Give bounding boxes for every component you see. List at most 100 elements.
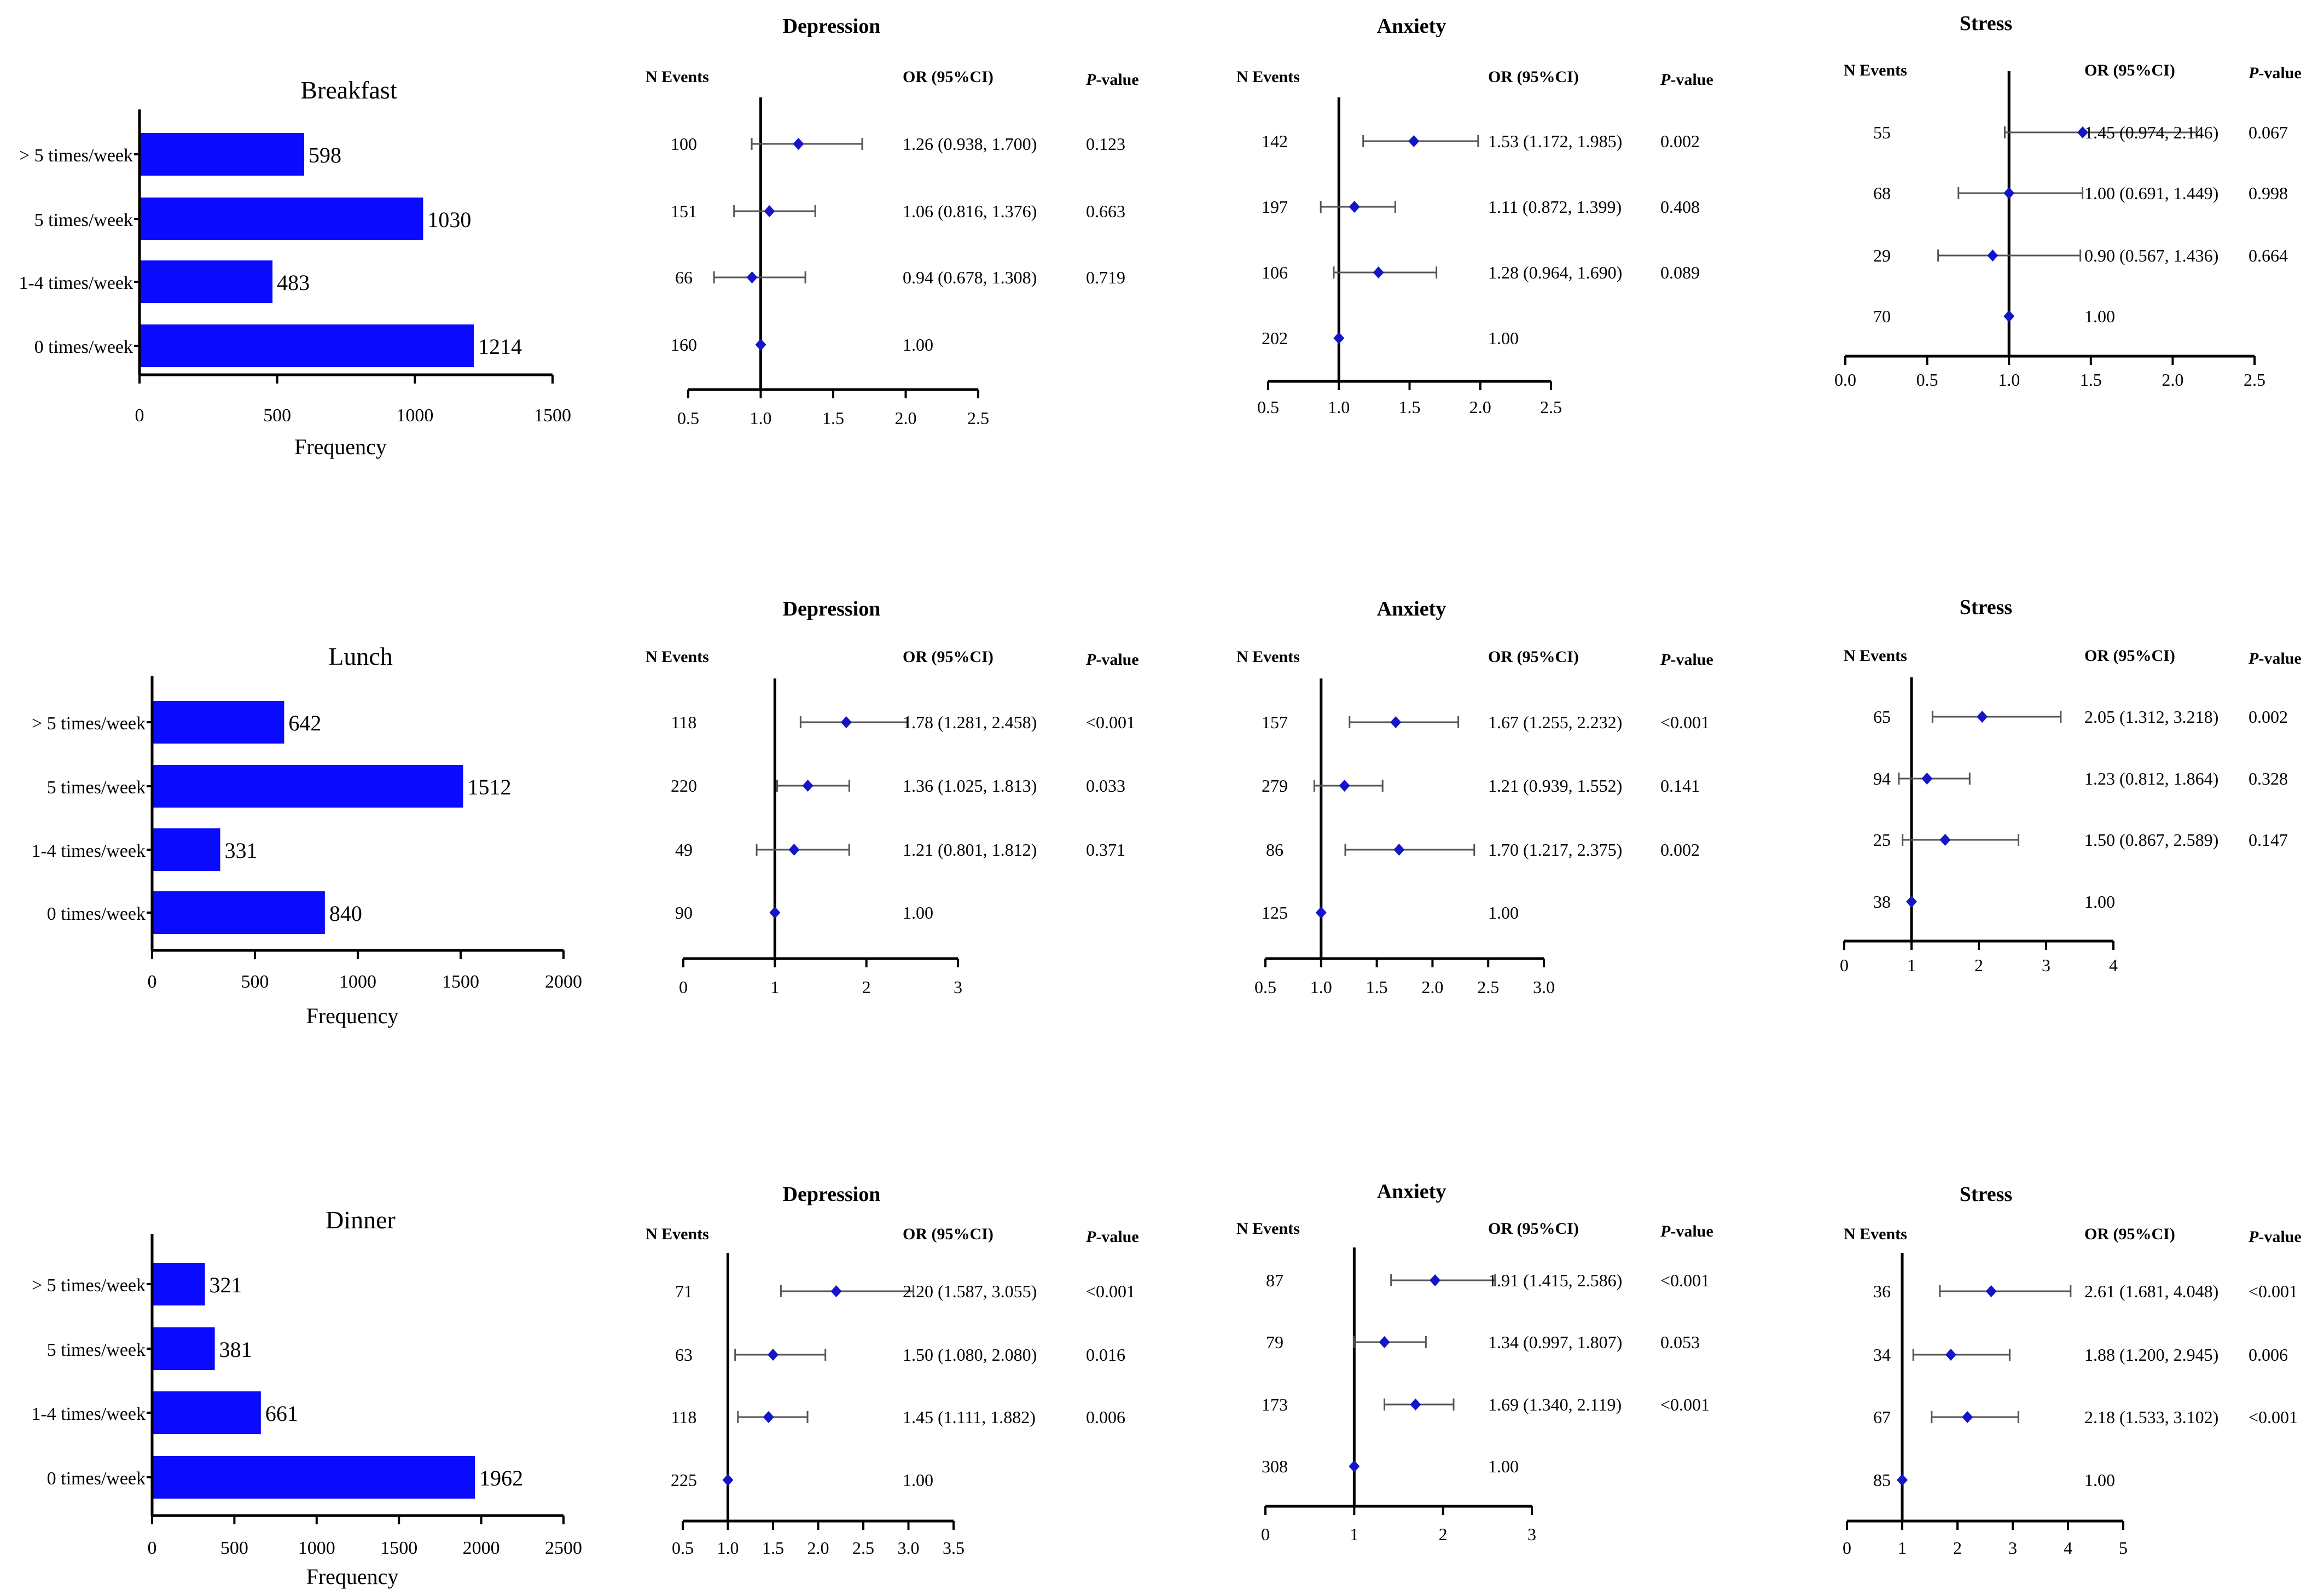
p-value: 0.006 <box>1086 1407 1125 1427</box>
bar <box>140 133 304 176</box>
n-events-value: 63 <box>675 1345 693 1365</box>
x-tick-label: 2.0 <box>895 408 917 428</box>
x-axis-label: Frequency <box>306 1003 399 1028</box>
or-point <box>1430 1274 1441 1286</box>
x-tick-label: 2500 <box>545 1538 582 1558</box>
value-label: 661 <box>265 1401 298 1426</box>
category-label: 0 times/week <box>47 1469 146 1489</box>
bar <box>152 765 463 808</box>
or-point <box>764 205 775 217</box>
n-events-value: 118 <box>671 712 697 732</box>
or-value: 1.11 (0.872, 1.399) <box>1488 197 1622 217</box>
or-point <box>1410 1398 1421 1411</box>
n-events-value: 100 <box>671 134 697 154</box>
or-value: 1.00 <box>2084 892 2115 912</box>
forest-title: Anxiety <box>1377 1180 1446 1203</box>
n-events-value: 71 <box>675 1281 693 1301</box>
value-label: 381 <box>219 1337 252 1362</box>
or-value: 1.06 (0.816, 1.376) <box>903 201 1037 221</box>
n-events-value: 25 <box>1873 830 1891 850</box>
or-point <box>763 1411 774 1423</box>
forest-title: Stress <box>1960 12 2012 35</box>
or-value: 1.00 (0.691, 1.449) <box>2084 183 2218 203</box>
p-value: 0.089 <box>1660 263 1700 282</box>
or-point <box>840 716 852 728</box>
p-value: 0.328 <box>2249 769 2288 788</box>
category-label: 1-4 times/week <box>19 273 133 293</box>
x-tick-label: 2.0 <box>1469 397 1491 417</box>
or-point <box>768 1349 779 1361</box>
or-point <box>2077 126 2088 138</box>
x-tick-label: 1.0 <box>1328 397 1350 417</box>
n-events-value: 79 <box>1266 1332 1283 1352</box>
value-label: 321 <box>210 1273 242 1297</box>
or-point <box>1897 1474 1908 1486</box>
value-label: 1962 <box>479 1466 523 1490</box>
p-value: <0.001 <box>1660 1395 1710 1414</box>
bar <box>152 1456 475 1499</box>
p-value: 0.719 <box>1086 268 1125 287</box>
or-point <box>746 271 758 283</box>
or-value: 1.50 (0.867, 2.589) <box>2084 830 2218 850</box>
category-label: 0 times/week <box>34 337 133 357</box>
or-value: 1.70 (1.217, 2.375) <box>1488 840 1622 860</box>
or-point <box>755 339 766 351</box>
or-point <box>769 907 781 919</box>
x-tick-label: 500 <box>263 405 291 426</box>
p-value: <0.001 <box>2249 1281 2298 1301</box>
or-point <box>1939 834 1951 846</box>
or-value: 2.05 (1.312, 3.218) <box>2084 707 2218 727</box>
p-value: 0.002 <box>1660 131 1700 151</box>
or-value: 1.00 <box>1488 328 1519 348</box>
or-point <box>1987 249 1999 262</box>
p-value: 0.067 <box>2249 123 2288 142</box>
or-point <box>2003 310 2015 322</box>
or-point <box>788 844 800 856</box>
x-tick-label: 3.5 <box>943 1538 965 1558</box>
category-label: 0 times/week <box>47 904 146 924</box>
header-n-events: N Events <box>1844 61 1907 79</box>
x-tick-label: 1.0 <box>717 1538 739 1558</box>
p-value: 0.002 <box>1660 840 1700 860</box>
header-or: OR (95%CI) <box>903 68 994 86</box>
forest-lunch-anxiety: Anxiety N Events OR (95%CI) P-value 157 1.67 … <box>1236 597 1713 997</box>
p-value: <0.001 <box>1086 1281 1135 1301</box>
or-value: 2.61 (1.681, 4.048) <box>2084 1281 2218 1301</box>
or-value: 1.78 (1.281, 2.458) <box>903 712 1037 732</box>
or-value: 1.00 <box>2084 306 2115 326</box>
n-events-value: 142 <box>1262 131 1288 151</box>
or-point <box>722 1474 734 1486</box>
forest-lunch-stress: Stress N Events OR (95%CI) P-value 65 2.05 (1… <box>1840 596 2302 975</box>
header-or: OR (95%CI) <box>1488 68 1579 86</box>
x-tick-label: 1000 <box>339 972 376 992</box>
forest-title: Depression <box>783 1183 881 1206</box>
x-tick-label: 1.5 <box>762 1538 784 1558</box>
forest-title: Anxiety <box>1377 597 1446 620</box>
header-p-value: P-value <box>1085 1228 1139 1246</box>
p-value: 0.408 <box>1660 197 1700 217</box>
n-events-value: 202 <box>1262 328 1288 348</box>
p-value: 0.371 <box>1086 840 1125 860</box>
or-value: 1.21 (0.939, 1.552) <box>1488 776 1622 796</box>
or-point <box>1962 1411 1973 1423</box>
bar <box>152 701 284 744</box>
category-label: > 5 times/week <box>19 146 133 166</box>
header-or: OR (95%CI) <box>1488 1220 1579 1238</box>
n-events-value: 220 <box>671 776 697 796</box>
or-point <box>830 1285 842 1297</box>
value-label: 483 <box>277 270 310 295</box>
n-events-value: 85 <box>1873 1470 1891 1490</box>
or-point <box>2003 187 2015 199</box>
category-label: > 5 times/week <box>32 713 146 734</box>
or-point <box>1906 896 1917 908</box>
x-tick-label: 0 <box>1840 955 1849 975</box>
x-tick-label: 5 <box>2119 1538 2128 1558</box>
n-events-value: 157 <box>1262 712 1288 732</box>
x-tick-label: 1 <box>1898 1538 1907 1558</box>
or-point <box>802 780 814 792</box>
x-tick-label: 2 <box>1974 955 1983 975</box>
x-tick-label: 0.5 <box>672 1538 694 1558</box>
bar <box>152 1263 205 1305</box>
x-tick-label: 0.5 <box>677 408 699 428</box>
or-point <box>1393 844 1405 856</box>
